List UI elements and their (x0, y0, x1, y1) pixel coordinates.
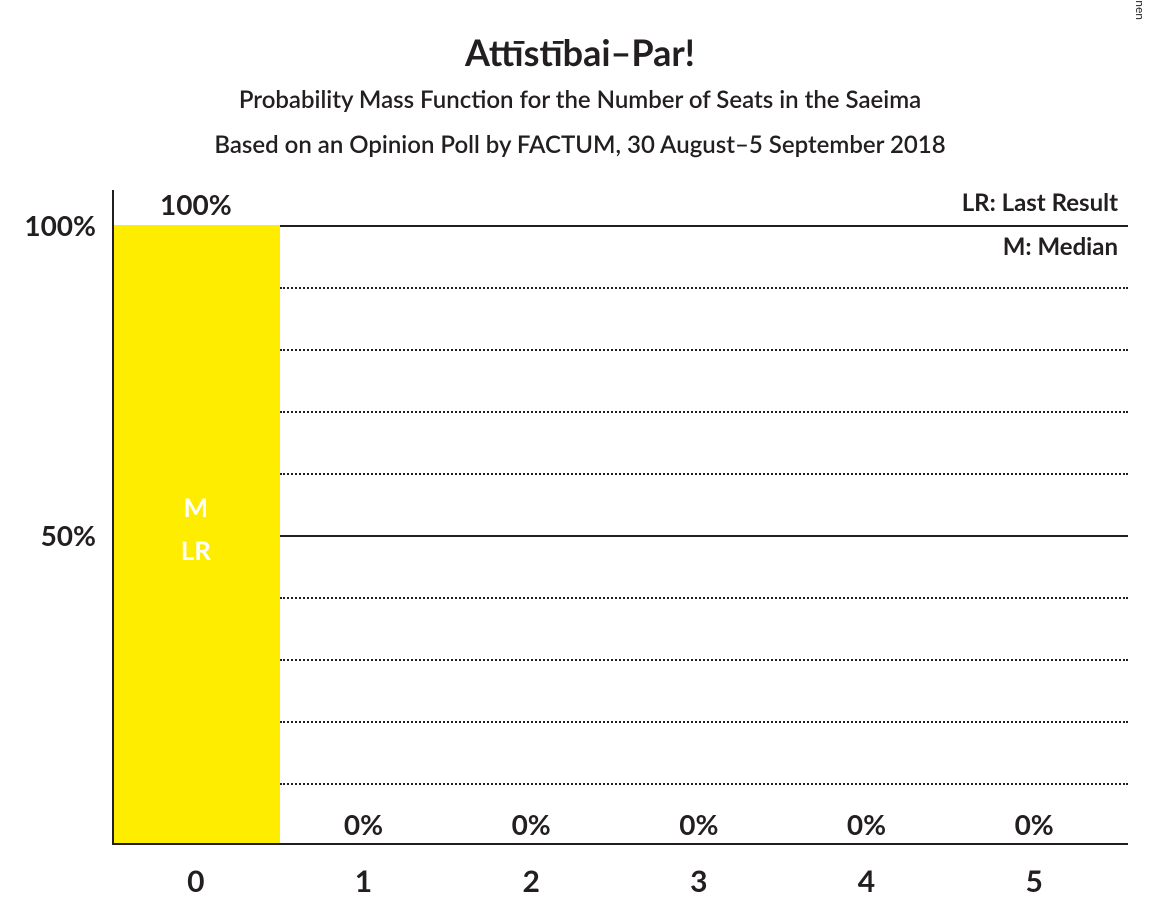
y-gridline-minor (280, 287, 1128, 289)
y-gridline-major (280, 225, 1128, 227)
legend-entry: M: Median (1003, 232, 1118, 261)
x-tick-label: 5 (950, 863, 1118, 899)
x-axis-line (112, 843, 1128, 845)
y-gridline-minor (280, 411, 1128, 413)
in-bar-annotation: LR (112, 534, 280, 566)
copyright-text: © 2018 Filip van Laenen (1133, 0, 1148, 20)
y-tick-label: 50% (0, 518, 96, 552)
chart-title: Attīstībai–Par! (0, 30, 1160, 74)
bar-value-label: 100% (112, 187, 280, 221)
bar-value-label: 0% (950, 807, 1118, 841)
bar-value-label: 0% (783, 807, 951, 841)
y-gridline-minor (280, 473, 1128, 475)
bar-value-label: 0% (280, 807, 448, 841)
in-bar-annotation: M (112, 491, 280, 523)
y-gridline-minor (280, 783, 1128, 785)
legend-entry: LR: Last Result (962, 188, 1118, 217)
y-gridline-major (280, 535, 1128, 537)
chart-subtitle-1: Probability Mass Function for the Number… (0, 85, 1160, 114)
y-gridline-minor (280, 721, 1128, 723)
x-tick-label: 0 (112, 863, 280, 899)
bar-value-label: 0% (615, 807, 783, 841)
y-gridline-minor (280, 659, 1128, 661)
x-tick-label: 1 (280, 863, 448, 899)
x-tick-label: 3 (615, 863, 783, 899)
chart-plot-area: 50%100%100%00%10%20%30%40%5MLR (112, 225, 1118, 845)
y-gridline-minor (280, 597, 1128, 599)
x-tick-label: 2 (447, 863, 615, 899)
bar-value-label: 0% (447, 807, 615, 841)
x-tick-label: 4 (783, 863, 951, 899)
y-tick-label: 100% (0, 208, 96, 242)
chart-subtitle-2: Based on an Opinion Poll by FACTUM, 30 A… (0, 130, 1160, 159)
y-gridline-minor (280, 349, 1128, 351)
